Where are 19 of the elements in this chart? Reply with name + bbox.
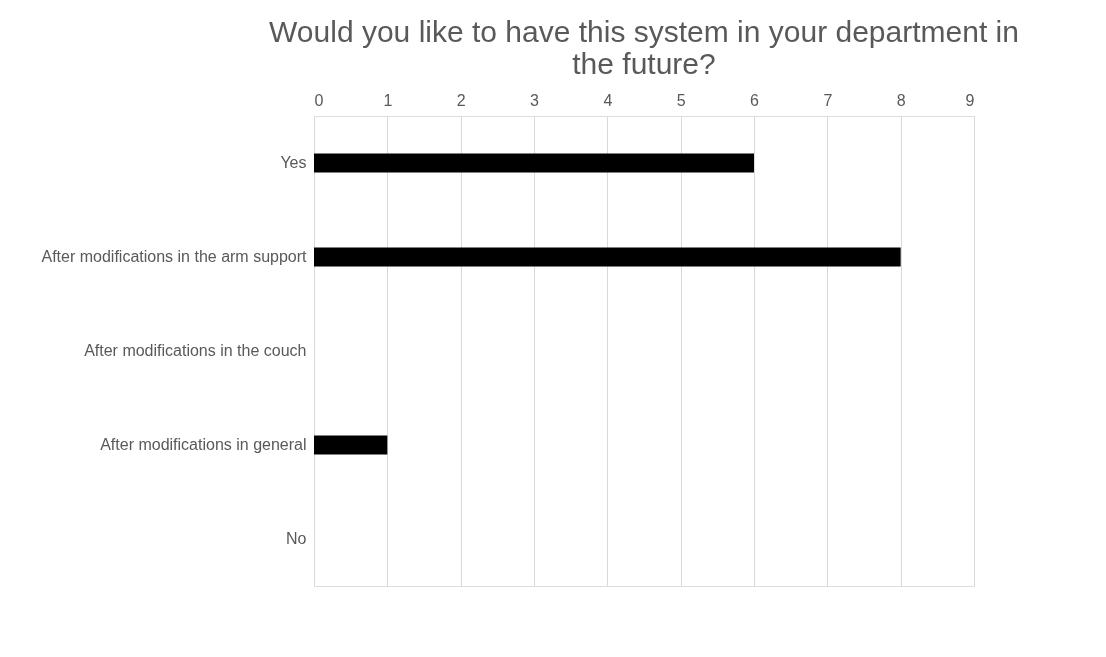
x-tick-label: 7 (823, 91, 833, 109)
x-tick-label: 1 (383, 91, 393, 109)
bar (314, 247, 901, 267)
chart-title: Would you like to have this system in your department in the future? (269, 15, 1019, 80)
bar (314, 435, 388, 455)
x-tick-label: 8 (896, 91, 906, 109)
y-tick-label: After modifications in the couch (84, 342, 307, 359)
y-tick-label: After modifications in general (100, 436, 307, 453)
x-tick-label: 0 (314, 91, 324, 109)
x-tick-label: 4 (603, 91, 613, 109)
x-tick-label: 9 (965, 91, 975, 109)
x-tick-label: 5 (676, 91, 686, 109)
x-tick-label: 2 (456, 91, 466, 109)
y-tick-label: No (286, 530, 307, 547)
y-tick-label: Yes (280, 154, 307, 171)
bar (314, 153, 754, 173)
x-tick-label: 3 (530, 91, 540, 109)
x-tick-label: 6 (750, 91, 760, 109)
y-tick-label: After modifications in the arm support (41, 248, 308, 265)
